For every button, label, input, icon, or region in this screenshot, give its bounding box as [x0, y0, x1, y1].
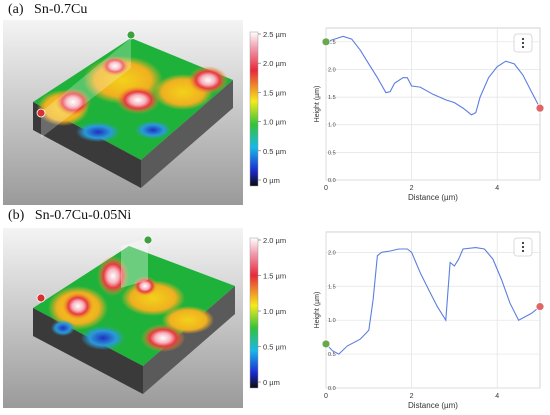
plot-area	[325, 231, 541, 389]
more-vertical-icon	[521, 37, 525, 49]
colorbar-tick-label: 1.0 µm	[263, 307, 286, 316]
y-axis-label: Height (µm)	[314, 86, 321, 123]
colorbar-a: 2.5 µm 2.0 µm 1.5 µm 1.0 µm 0.5 µm 0 µm	[249, 30, 286, 187]
y-tick-label: 1.0	[328, 318, 336, 324]
x-tick-label: 0	[324, 393, 328, 400]
y-tick-label: 0.0	[328, 178, 336, 184]
panel-a-sample-name: Sn-0.7Cu	[34, 2, 88, 17]
x-tick-label: 2	[410, 185, 414, 192]
chart-menu-button[interactable]	[513, 237, 533, 257]
colorbar-tick-label: 0.5 µm	[263, 343, 286, 352]
y-axis-label: Height (µm)	[314, 292, 321, 329]
y-tick-label: 0.5	[328, 150, 336, 156]
profile-end-marker[interactable]	[535, 302, 545, 312]
profile-start-marker[interactable]	[321, 339, 331, 349]
y-tick-label: 0.5	[328, 352, 336, 358]
more-vertical-icon	[521, 241, 525, 253]
x-axis-label: Distance (µm)	[408, 401, 458, 410]
y-tick-label: 1.5	[328, 284, 336, 290]
y-tick-label: 0.0	[328, 386, 336, 392]
profile-start-marker[interactable]	[321, 37, 331, 47]
colorbar-tick-label: 2.0 µm	[263, 59, 286, 68]
profile-end-marker[interactable]	[535, 103, 545, 113]
colorbar-tick-label: 1.5 µm	[263, 272, 286, 281]
colorbar-tick-label: 1.0 µm	[263, 118, 286, 127]
panel-b-label: (b) Sn-0.7Cu-0.05Ni	[8, 208, 131, 224]
plot-area	[325, 27, 541, 181]
y-tick-label: 2.0	[328, 250, 336, 256]
y-tick-label: 2.5	[328, 40, 336, 46]
chart-menu-button[interactable]	[513, 33, 533, 53]
colorbar-tick-label: 0 µm	[263, 176, 280, 185]
colorbar-b: 2.0 µm 1.5 µm 1.0 µm 0.5 µm 0 µm	[249, 236, 286, 389]
panel-b-letter: (b)	[8, 208, 25, 223]
x-tick-label: 2	[410, 393, 414, 400]
x-tick-label: 4	[495, 185, 499, 192]
surface-plot-b	[3, 228, 243, 408]
x-tick-label: 4	[495, 393, 499, 400]
colorbar-tick-label: 2.5 µm	[263, 30, 286, 39]
surface-plot-a	[3, 20, 243, 205]
height-profile-line	[325, 247, 541, 355]
panel-a-label: (a) Sn-0.7Cu	[8, 2, 87, 18]
colorbar-tick-label: 0 µm	[263, 378, 280, 387]
x-tick-label: 0	[324, 185, 328, 192]
y-tick-label: 2.0	[328, 67, 336, 73]
y-tick-label: 1.5	[328, 95, 336, 101]
colorbar-tick-label: 0.5 µm	[263, 147, 286, 156]
profile-plot-a: 0 2 4 2.5 2.0 1.5 1.0 0.5 0.0 Distance (µm) Height…	[314, 27, 545, 202]
x-axis-label: Distance (µm)	[408, 193, 458, 202]
height-profile-line	[325, 35, 541, 116]
panel-b-sample-name: Sn-0.7Cu-0.05Ni	[34, 208, 132, 223]
colorbar-tick-label: 1.5 µm	[263, 88, 286, 97]
panel-a-letter: (a)	[8, 2, 24, 17]
profile-plot-b: 0 2 4 2.0 1.5 1.0 0.5 0.0 Distance (µm) Height (µ…	[314, 231, 545, 410]
y-tick-label: 1.0	[328, 123, 336, 129]
colorbar-tick-label: 2.0 µm	[263, 236, 286, 245]
